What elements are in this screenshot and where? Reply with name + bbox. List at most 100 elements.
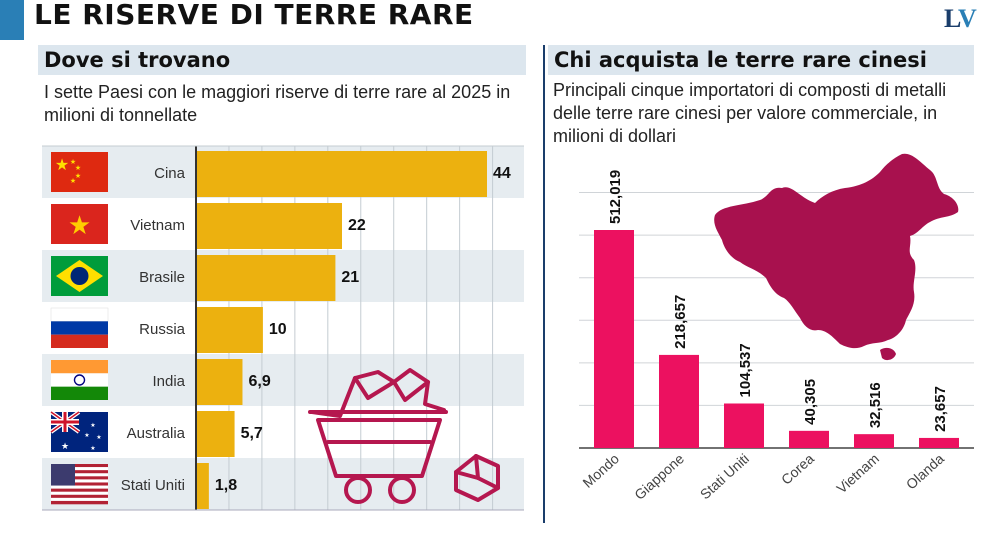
flag-stripe (51, 479, 108, 483)
category-label: India (152, 373, 185, 390)
category-label: Mondo (579, 450, 622, 491)
logo-l: L (944, 4, 959, 33)
flag-field (51, 204, 108, 244)
value-label: 21 (341, 269, 359, 286)
logo: LV (944, 4, 977, 34)
category-label: Olanda (903, 450, 947, 492)
bar (197, 307, 263, 353)
value-label: 512,019 (607, 170, 624, 224)
flag-stripe (51, 491, 108, 496)
flag-star: ★ (90, 422, 95, 429)
cart-ore (392, 380, 430, 402)
row-background (42, 354, 524, 406)
bar (197, 151, 487, 197)
flag-stripe (51, 485, 108, 489)
flag-vietnam-icon: ★ (51, 204, 108, 244)
value-label: 5,7 (241, 425, 263, 442)
china-map-icon (714, 153, 959, 349)
flag-star: ★ (90, 445, 95, 452)
flag-star: ★ (84, 432, 89, 439)
cart-ore (353, 376, 396, 400)
value-label: 1,8 (215, 477, 237, 494)
flag-stripe (51, 360, 108, 374)
flag-star: ★ (96, 434, 101, 441)
bar (724, 403, 764, 448)
flag-stripe (51, 386, 108, 400)
bar (197, 255, 336, 301)
flag-star: ★ (75, 164, 81, 172)
flag-stripe (51, 334, 108, 348)
flag-russia-icon (50, 307, 109, 348)
flag-stripe (51, 467, 108, 471)
flag-australia-icon: ★★★★★ (49, 410, 108, 452)
category-label: Corea (778, 450, 817, 488)
category-label: Stati Uniti (121, 477, 185, 494)
value-label: 218,657 (672, 295, 689, 349)
flag-stripe (51, 497, 108, 502)
flag-star: ★ (55, 157, 69, 174)
flag-stripe (51, 482, 108, 486)
bar (594, 230, 634, 448)
flag-stripe (51, 473, 108, 477)
logo-v: V (957, 4, 977, 33)
map-island (880, 347, 896, 361)
flag-stripe (51, 470, 108, 474)
bar (919, 437, 959, 448)
flag-stripe (51, 488, 108, 492)
flag-canton (51, 464, 75, 486)
flag-brazil-icon (51, 256, 108, 296)
cart-body (316, 418, 442, 478)
flag-stripe (51, 373, 108, 387)
page-title: LE RISERVE DI TERRE RARE (34, 0, 474, 31)
bar (197, 463, 209, 509)
flag-stripe (51, 321, 108, 335)
category-label: Brasile (139, 269, 185, 286)
bar (197, 359, 243, 405)
flag-star: ★ (70, 177, 76, 185)
flag-stripe (51, 494, 108, 499)
importers-chart-group: 512,019 Mondo 218,657 Giappone 104,537 Stati … (579, 153, 974, 503)
value-label: 22 (348, 217, 366, 234)
flag-globe (70, 267, 89, 285)
category-label: Cina (154, 165, 186, 182)
category-label: Russia (139, 321, 186, 338)
right-section-heading: Chi acquista le terre rare cinesi (548, 45, 974, 75)
flag-stripe (51, 464, 108, 468)
mine-cart-icon (308, 368, 500, 504)
bar (659, 354, 699, 448)
category-label: Stati Uniti (697, 450, 752, 502)
flag-field (51, 152, 108, 192)
accent-bar (0, 0, 24, 40)
value-label: 10 (269, 321, 287, 338)
bar (197, 411, 235, 457)
flag-star: ★ (68, 210, 91, 240)
left-section-heading: Dove si trovano (38, 45, 526, 75)
value-label: 32,516 (867, 382, 884, 428)
flag-stripe (51, 476, 108, 480)
flag-star: ★ (70, 158, 76, 166)
bar (789, 430, 829, 448)
category-label: Vietnam (833, 450, 882, 496)
flag-china-icon: ★ ★★★★ (51, 152, 108, 192)
flag-chakra (73, 374, 86, 386)
right-section-subtitle: Principali cinque importatori di compost… (553, 80, 947, 146)
category-label: Vietnam (130, 217, 185, 234)
cart-wheel (388, 476, 416, 504)
flag-star: ★ (75, 172, 81, 180)
category-label: Giappone (631, 450, 687, 503)
bar (854, 434, 894, 448)
left-section-subtitle: I sette Paesi con le maggiori riserve di… (44, 82, 511, 125)
flag-star: ★ (61, 441, 69, 451)
flag-usa-icon (51, 464, 108, 505)
cart-rock (454, 470, 480, 480)
value-label: 23,657 (932, 386, 949, 432)
flag-india-icon (51, 360, 108, 400)
value-label: 44 (493, 165, 511, 182)
value-label: 40,305 (802, 379, 819, 425)
value-label: 104,537 (737, 343, 754, 397)
category-label: Australia (127, 425, 186, 442)
cart-wheel (344, 476, 372, 504)
